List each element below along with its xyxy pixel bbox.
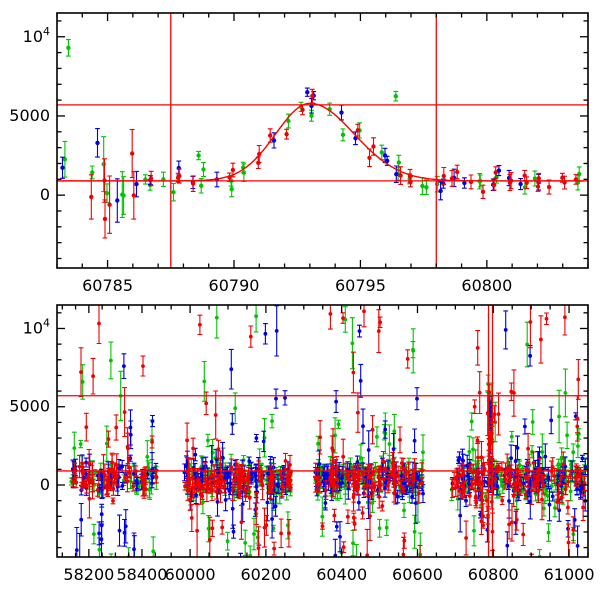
points-band-r — [71, 309, 587, 557]
x-tick-label: 61000 — [544, 565, 595, 584]
points-band-g — [62, 45, 582, 198]
x-tick-label: 60800 — [468, 565, 519, 584]
y-tick-label: 104 — [23, 316, 50, 337]
x-tick-label: 60800 — [461, 276, 512, 295]
x-tick-label: 60785 — [82, 276, 133, 295]
plot-frame — [56, 12, 589, 269]
errorbars-band-r — [88, 88, 579, 239]
errorbars-band-r — [70, 305, 587, 557]
x-tick-label: 60600 — [392, 565, 443, 584]
y-tick-label: 104 — [23, 25, 50, 46]
y-tick-label: 0 — [40, 475, 50, 494]
x-tick-label: 58200 — [63, 565, 114, 584]
x-tick-label: 60000 — [165, 565, 216, 584]
x-tick-label: 60790 — [209, 276, 260, 295]
points-band-b — [71, 328, 588, 557]
x-tick-label: 60200 — [240, 565, 291, 584]
y-tick-label: 5000 — [9, 106, 50, 125]
x-tick-label: 60400 — [316, 565, 367, 584]
flare-model-curve — [57, 102, 585, 182]
errorbars-band-g — [62, 39, 582, 219]
y-tick-label: 0 — [40, 185, 50, 204]
errorbars-band-b — [70, 305, 588, 557]
x-tick-label: 60795 — [335, 276, 386, 295]
x-tick-label: 58400 — [117, 565, 168, 584]
top-panel: 60785 60790 60795 60800 0 5000 104 — [9, 12, 589, 295]
y-tick-label: 5000 — [9, 397, 50, 416]
